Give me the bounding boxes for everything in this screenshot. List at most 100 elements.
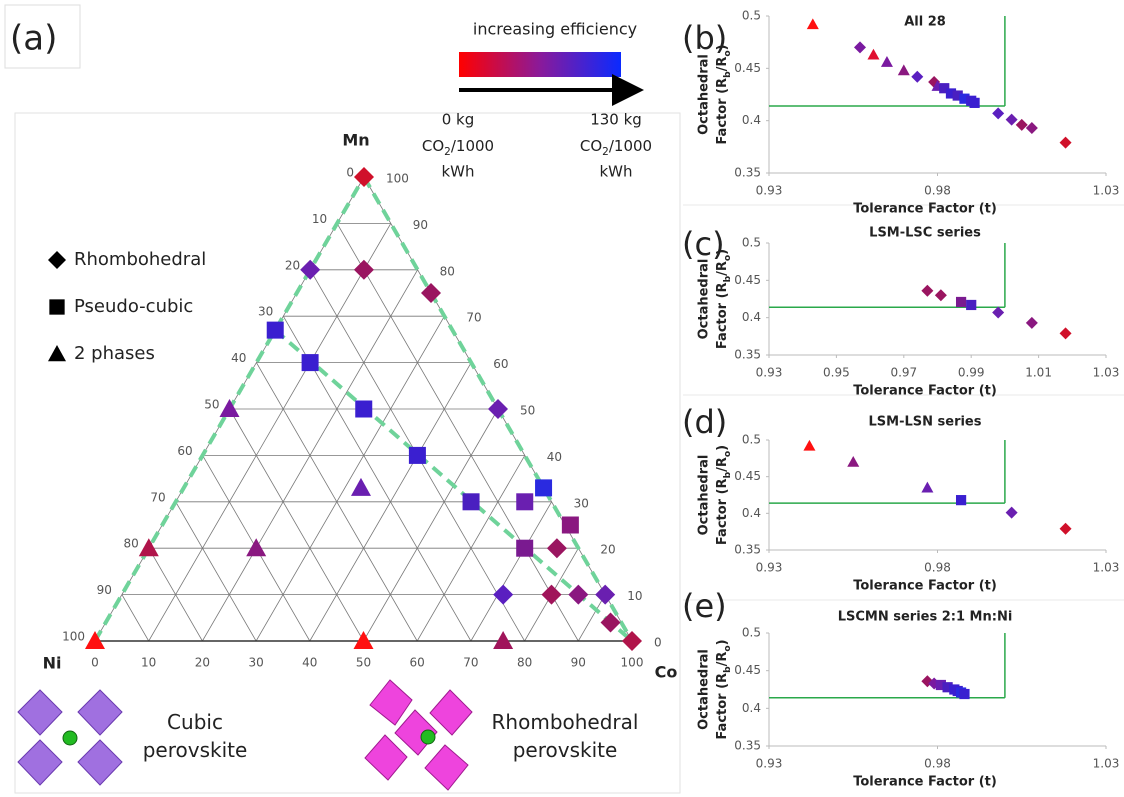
point bbox=[966, 300, 976, 310]
right-tick-label: 90 bbox=[413, 218, 428, 232]
x-tick-label: 0.98 bbox=[924, 757, 951, 771]
legend-label: Pseudo-cubic bbox=[74, 296, 193, 317]
y-axis-label: Octahedral bbox=[697, 455, 712, 536]
right-tick-label: 60 bbox=[493, 357, 508, 371]
point bbox=[302, 354, 319, 371]
colorbar-unit-part: /1000 bbox=[609, 137, 652, 155]
point bbox=[246, 538, 266, 556]
x-tick-label: 1.01 bbox=[1025, 366, 1052, 380]
point bbox=[354, 167, 374, 187]
x-tick-label: 0.93 bbox=[756, 366, 783, 380]
colorbar-unit-part: CO bbox=[422, 137, 444, 155]
grid-line bbox=[578, 595, 605, 641]
grid-line bbox=[230, 409, 364, 641]
bottom-tick-label: 20 bbox=[195, 656, 210, 670]
bottom-tick-label: 70 bbox=[463, 656, 478, 670]
point bbox=[921, 285, 933, 297]
image-label-word: Cubic bbox=[167, 710, 223, 734]
bottom-tick-label: 30 bbox=[248, 656, 263, 670]
left-tick-label: 50 bbox=[204, 398, 219, 412]
y-axis-label-part: Factor (R bbox=[715, 282, 730, 349]
legend-label: Rhombohedral bbox=[74, 249, 206, 270]
point bbox=[562, 517, 579, 534]
point bbox=[803, 440, 815, 451]
right-tick-label: 40 bbox=[547, 450, 562, 464]
right-tick-label: 0 bbox=[654, 636, 662, 650]
panel-title: LSM-LSC series bbox=[869, 226, 981, 241]
y-axis-label-part: Factor (R bbox=[715, 78, 730, 145]
point bbox=[1016, 119, 1028, 131]
panel-title: All 28 bbox=[904, 15, 946, 30]
bottom-tick-label: 50 bbox=[356, 656, 371, 670]
y-axis-label: Factor (Rb/Ro) bbox=[715, 249, 733, 349]
y-tick-label: 0.35 bbox=[734, 739, 761, 753]
point bbox=[568, 585, 588, 605]
image-label-word: perovskite bbox=[513, 738, 618, 762]
left-tick-label: 80 bbox=[124, 537, 139, 551]
y-axis-label-part: ) bbox=[715, 445, 730, 451]
grid-line bbox=[471, 502, 552, 641]
vertex-label: Ni bbox=[43, 654, 62, 673]
grid-line bbox=[176, 502, 256, 641]
bottom-tick-label: 0 bbox=[91, 656, 99, 670]
x-axis-label: Tolerance Factor (t) bbox=[853, 775, 997, 790]
right-tick-label: 10 bbox=[627, 589, 642, 603]
y-tick-label: 0.5 bbox=[742, 433, 761, 447]
grid-line bbox=[337, 223, 578, 641]
x-tick-label: 1.03 bbox=[1093, 757, 1120, 771]
colorbar-unit-part: /1000 bbox=[451, 137, 494, 155]
x-axis-label: Tolerance Factor (t) bbox=[853, 384, 997, 399]
point bbox=[1006, 114, 1018, 126]
right-tick-label: 50 bbox=[520, 404, 535, 418]
point bbox=[1060, 327, 1072, 339]
left-tick-label: 60 bbox=[177, 444, 192, 458]
image-label-word: Rhombohedral bbox=[492, 710, 639, 734]
right-tick-label: 100 bbox=[386, 172, 409, 186]
point bbox=[1026, 122, 1038, 134]
y-axis-label: Octahedral bbox=[697, 649, 712, 730]
point bbox=[992, 107, 1004, 119]
panel-label: (a) bbox=[10, 19, 57, 59]
point bbox=[409, 447, 426, 464]
point bbox=[956, 297, 966, 307]
y-tick-label: 0.5 bbox=[742, 626, 761, 640]
x-axis-label: Tolerance Factor (t) bbox=[853, 579, 997, 594]
point bbox=[354, 260, 374, 280]
x-tick-label: 0.98 bbox=[924, 184, 951, 198]
point bbox=[807, 18, 819, 29]
x-tick-label: 1.03 bbox=[1093, 366, 1120, 380]
point bbox=[921, 482, 933, 493]
point bbox=[542, 585, 562, 605]
grid-line bbox=[256, 316, 444, 641]
point bbox=[493, 585, 513, 605]
y-axis-label: Octahedral bbox=[697, 54, 712, 135]
y-axis-label-part: ) bbox=[715, 249, 730, 255]
point bbox=[854, 41, 866, 53]
y-axis-label-part: /R bbox=[715, 57, 730, 72]
right-tick-label: 20 bbox=[600, 543, 615, 557]
y-tick-label: 0.35 bbox=[734, 166, 761, 180]
left-tick-label: 30 bbox=[258, 305, 273, 319]
y-tick-label: 0.35 bbox=[734, 348, 761, 362]
left-tick-label: 0 bbox=[346, 166, 354, 180]
legend-marker bbox=[48, 345, 66, 361]
x-tick-label: 1.03 bbox=[1093, 184, 1120, 198]
left-tick-label: 90 bbox=[97, 583, 112, 597]
point bbox=[354, 631, 374, 649]
panel-title: LSCMN series 2:1 Mn:Ni bbox=[838, 610, 1013, 625]
point bbox=[992, 306, 1004, 318]
y-axis-label-part: Factor (R bbox=[715, 673, 730, 740]
legend-marker bbox=[49, 299, 64, 314]
figure: (a)0001010102020203030304040405050506060… bbox=[0, 0, 1124, 797]
y-tick-label: 0.5 bbox=[742, 9, 761, 23]
colorbar bbox=[459, 52, 621, 77]
grid-line bbox=[364, 409, 499, 641]
point bbox=[421, 283, 441, 303]
y-axis-label: Factor (Rb/Ro) bbox=[715, 44, 733, 144]
vertex-label: Co bbox=[655, 663, 678, 682]
y-tick-label: 0.45 bbox=[734, 469, 761, 483]
point bbox=[969, 98, 979, 108]
point bbox=[935, 289, 947, 301]
panel-frame bbox=[15, 113, 680, 793]
panel-label: (d) bbox=[682, 403, 727, 441]
